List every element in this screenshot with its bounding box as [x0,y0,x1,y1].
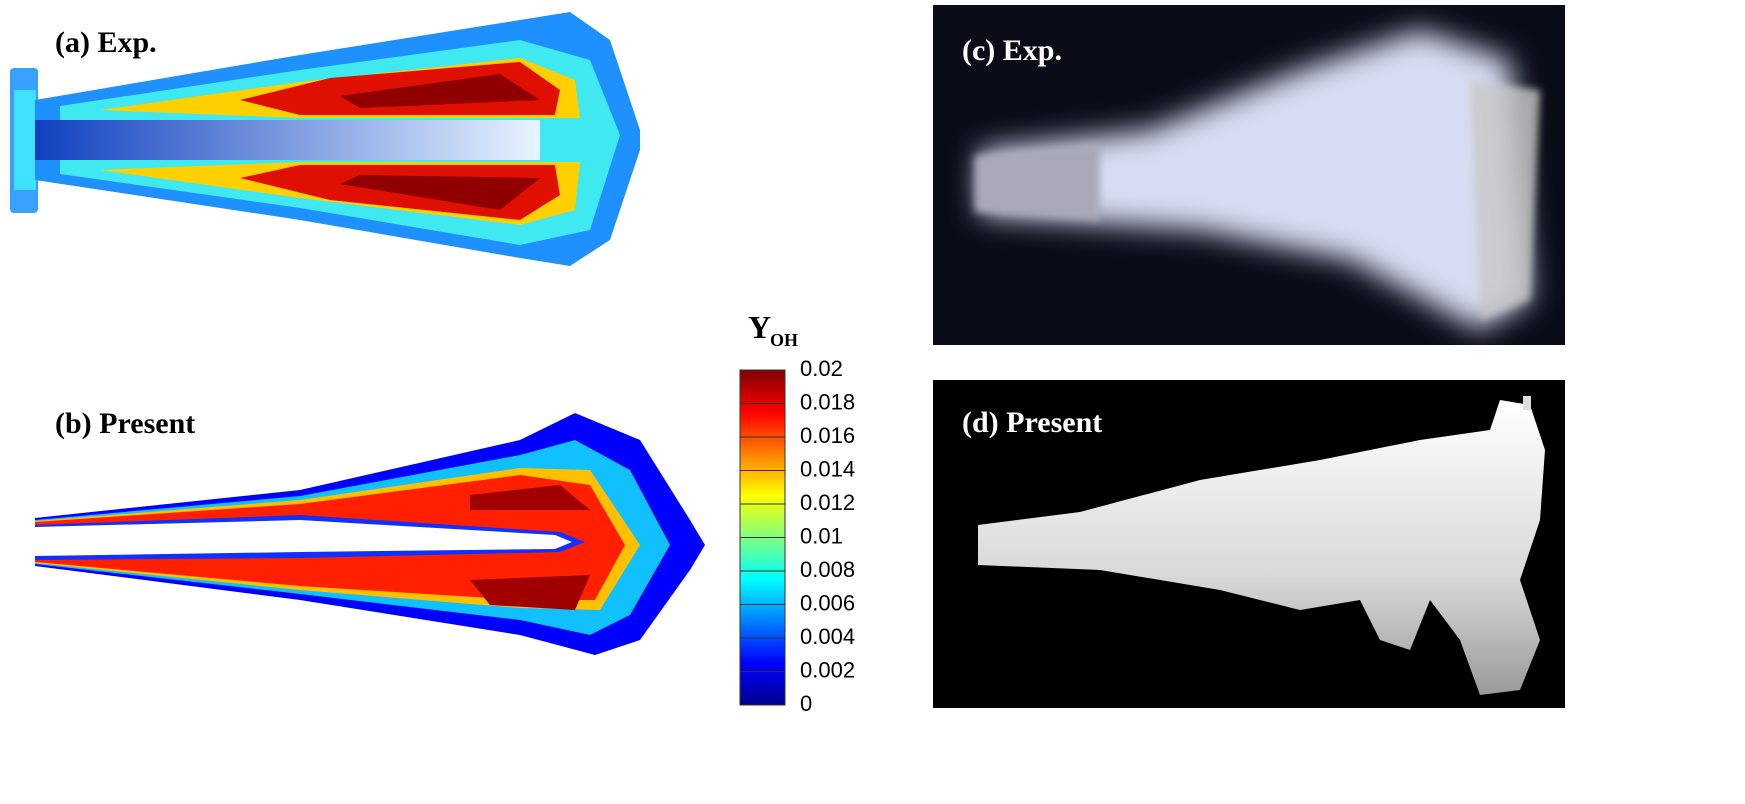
tick-label: 0.01 [800,523,843,548]
panel-b: (b) Present [35,407,705,655]
tick-label: 0.006 [800,590,855,615]
wall-glow [1470,80,1540,320]
flame-dark [470,485,590,610]
panel-label: (c) Exp. [962,34,1062,67]
tick-label: 0.018 [800,389,855,414]
iso-surface [978,400,1545,695]
tick-label: 0.008 [800,557,855,582]
jet-core [35,520,572,556]
tick-label: 0 [800,691,812,716]
jet-core [35,120,540,160]
flame-glow [980,30,1530,330]
tick-label: 0.012 [800,490,855,515]
colorbar-subscript: OH [770,330,798,350]
panel-label: (d) Present [962,406,1102,439]
colorbar-title: Y [748,309,771,345]
panel-d: (d) Present [933,380,1565,708]
panel-label: (b) Present [55,407,195,440]
flame-dark [340,74,540,210]
tick-label: 0.014 [800,456,855,481]
panel-c: (c) Exp. [933,5,1565,345]
droplet [1523,396,1531,410]
nozzle-inner [14,90,36,190]
panel-label: (a) Exp. [55,26,157,59]
jet-inlet [975,145,1100,220]
tick-label: 0.002 [800,657,855,682]
tick-label: 0.004 [800,624,855,649]
colorbar: Y OH 0 0.002 0.004 0.006 0.008 0.01 0.012 0.014… [739,309,855,716]
tick-label: 0.016 [800,423,855,448]
tick-label: 0.02 [800,356,843,381]
panel-a: (a) Exp. [10,12,640,266]
